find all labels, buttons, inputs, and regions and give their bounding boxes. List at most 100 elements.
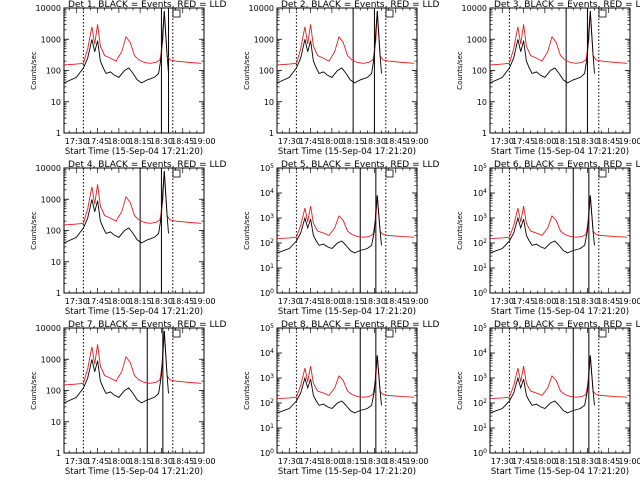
x-tick-label: 18:45 [597,297,620,306]
y-tick-label: 1 [269,129,274,138]
y-tick-label: 10 [264,98,274,107]
x-tick-label: 18:15 [342,457,365,466]
panel-title: Det 4, BLACK = Events, RED = LLD [68,160,227,170]
y-axis-label: Counts/sec [456,211,464,250]
y-tick-label: 10000 [36,164,61,173]
x-tick-label: 18:00 [107,137,130,146]
y-tick-label: 103 [260,373,274,383]
x-tick-label: 19:00 [192,137,215,146]
legend-box-icon [172,329,181,338]
x-tick-label: 18:15 [129,137,152,146]
x-tick-label: 18:45 [171,137,194,146]
panel-det-3: Det 3, BLACK = Events, RED = LLD 1 10 100 10… [456,0,640,157]
x-tick-label: 17:45 [86,137,109,146]
x-tick-label: 18:30 [150,457,173,466]
x-tick-label: 17:30 [278,137,301,146]
x-tick-label: 17:30 [65,297,88,306]
x-tick-label: 17:30 [491,457,514,466]
panel-title: Det 8, BLACK = Events, RED = LLD [281,320,440,330]
x-tick-label: 18:45 [597,137,620,146]
x-tick-label: 19:00 [405,457,428,466]
lld-series-line [64,10,202,66]
x-tick-label: 17:45 [86,297,109,306]
x-tick-label: 17:45 [512,137,535,146]
x-axis-label: Start Time (15-Sep-04 17:21:20) [278,307,416,317]
y-tick-label: 1000 [254,35,274,44]
x-tick-label: 18:45 [597,457,620,466]
x-tick-label: 17:30 [278,297,301,306]
y-tick-label: 104 [473,188,487,198]
legend-box-icon [385,329,394,338]
x-axis-label: Start Time (15-Sep-04 17:21:20) [491,147,629,157]
x-tick-label: 18:15 [555,457,578,466]
x-tick-label: 17:30 [491,137,514,146]
events-series-line [64,330,169,404]
y-tick-label: 1000 [467,35,487,44]
x-tick-label: 18:00 [107,297,130,306]
y-tick-label: 100 [46,227,61,236]
x-axis-label: Start Time (15-Sep-04 17:21:20) [65,467,203,477]
lld-series-line [490,10,628,66]
x-tick-label: 18:30 [576,297,599,306]
legend-box-icon [172,169,181,178]
y-tick-label: 101 [473,263,487,273]
x-tick-label: 18:00 [533,457,556,466]
plot-frame [489,167,631,294]
x-tick-label: 17:45 [299,137,322,146]
panel-det-4: Det 4, BLACK = Events, RED = LLD 1 10 100 10… [30,160,227,317]
x-tick-label: 18:45 [171,297,194,306]
x-tick-label: 18:00 [533,137,556,146]
x-tick-label: 18:15 [129,297,152,306]
y-axis-label: Counts/sec [243,211,251,250]
panel-title: Det 1, BLACK = Events, RED = LLD [68,0,227,10]
y-tick-label: 103 [260,213,274,223]
legend-box-icon [385,9,394,18]
x-tick-label: 17:30 [278,457,301,466]
y-tick-label: 10000 [462,4,487,13]
y-tick-label: 100 [260,288,274,298]
x-tick-label: 17:45 [512,297,535,306]
x-tick-label: 17:45 [86,457,109,466]
x-axis-label: Start Time (15-Sep-04 17:21:20) [491,307,629,317]
panel-title: Det 6, BLACK = Events, RED = LLD [494,160,640,170]
legend-box-icon [598,169,607,178]
y-tick-label: 10000 [36,324,61,333]
y-tick-label: 10 [477,98,487,107]
lld-series-line [490,355,628,400]
legend-box-icon [598,9,607,18]
x-tick-label: 18:45 [384,137,407,146]
plot-frame [63,7,205,134]
x-tick-label: 18:00 [320,457,343,466]
x-tick-label: 19:00 [192,297,215,306]
y-tick-label: 100 [46,67,61,76]
lld-series-line [277,195,415,240]
y-tick-label: 105 [260,163,274,173]
x-tick-label: 17:45 [299,297,322,306]
y-tick-label: 103 [473,213,487,223]
y-axis-label: Counts/sec [243,51,251,90]
y-tick-label: 101 [260,263,274,273]
y-tick-label: 100 [473,288,487,298]
y-axis-label: Counts/sec [243,371,251,410]
x-tick-label: 19:00 [618,297,640,306]
y-tick-label: 10 [51,418,61,427]
plot-frame [489,327,631,454]
events-series-line [490,10,595,84]
lld-series-line [490,195,628,240]
x-tick-label: 18:15 [342,137,365,146]
y-tick-label: 104 [260,348,274,358]
y-tick-label: 100 [473,448,487,458]
y-axis-label: Counts/sec [456,51,464,90]
x-tick-label: 18:45 [384,297,407,306]
plot-frame [63,167,205,294]
panel-det-7: Det 7, BLACK = Events, RED = LLD 1 10 100 10… [30,320,227,477]
panel-title: Det 5, BLACK = Events, RED = LLD [281,160,440,170]
y-tick-label: 1000 [41,355,61,364]
events-series-line [277,355,382,414]
legend-box-icon [385,169,394,178]
y-tick-label: 103 [473,373,487,383]
y-tick-label: 105 [260,323,274,333]
y-axis-label: Counts/sec [30,51,38,90]
y-tick-label: 100 [46,387,61,396]
y-tick-label: 1 [56,129,61,138]
